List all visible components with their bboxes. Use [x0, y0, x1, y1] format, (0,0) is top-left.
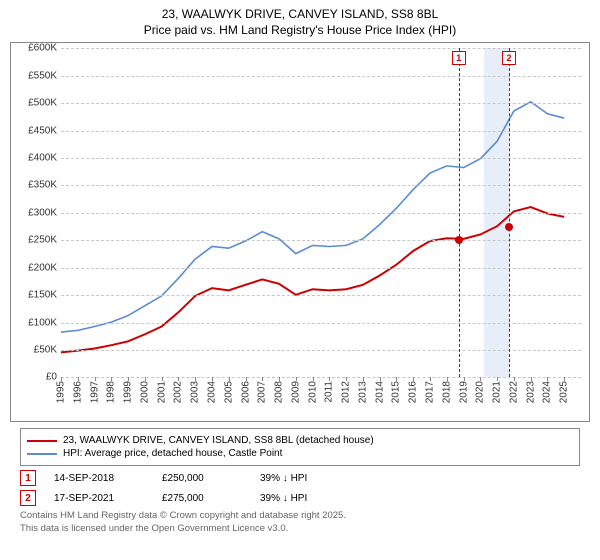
x-tick-label: 2023 — [525, 381, 536, 403]
marker-num: 2 — [20, 490, 36, 506]
marker-num: 1 — [20, 470, 36, 486]
x-tick-label: 2002 — [173, 381, 184, 403]
gridline — [61, 350, 581, 351]
marker-vline — [459, 48, 460, 377]
x-tick-label: 1998 — [106, 381, 117, 403]
y-tick-label: £550K — [28, 70, 57, 81]
gridline — [61, 131, 581, 132]
marker-label: 2 — [502, 51, 516, 65]
chart-area: £0£50K£100K£150K£200K£250K£300K£350K£400… — [10, 42, 590, 422]
footer-line1: Contains HM Land Registry data © Crown c… — [20, 510, 580, 522]
x-tick-label: 2004 — [206, 381, 217, 403]
y-tick-label: £400K — [28, 153, 57, 164]
legend-row-hpi: HPI: Average price, detached house, Cast… — [27, 448, 573, 459]
legend: 23, WAALWYK DRIVE, CANVEY ISLAND, SS8 8B… — [20, 428, 580, 466]
x-tick-label: 2020 — [475, 381, 486, 403]
x-tick-label: 1995 — [56, 381, 67, 403]
x-tick-label: 2010 — [307, 381, 318, 403]
marker-row: 1 14-SEP-2018 £250,000 39% ↓ HPI — [20, 470, 580, 486]
x-tick-label: 2008 — [274, 381, 285, 403]
y-tick-label: £300K — [28, 207, 57, 218]
marker-vline — [509, 48, 510, 377]
gridline — [61, 48, 581, 49]
x-axis: 1995199619971998199920002001200220032004… — [61, 377, 581, 421]
x-tick-label: 2017 — [425, 381, 436, 403]
x-tick-label: 2025 — [559, 381, 570, 403]
x-tick-label: 2013 — [357, 381, 368, 403]
footer: Contains HM Land Registry data © Crown c… — [20, 510, 580, 535]
gridline — [61, 158, 581, 159]
title-line1: 23, WAALWYK DRIVE, CANVEY ISLAND, SS8 8B… — [10, 6, 590, 22]
marker-label: 1 — [452, 51, 466, 65]
x-tick-label: 2005 — [223, 381, 234, 403]
gridline — [61, 76, 581, 77]
x-tick-label: 2007 — [257, 381, 268, 403]
legend-row-price: 23, WAALWYK DRIVE, CANVEY ISLAND, SS8 8B… — [27, 435, 573, 446]
legend-label-price: 23, WAALWYK DRIVE, CANVEY ISLAND, SS8 8B… — [63, 435, 374, 446]
y-tick-label: £600K — [28, 43, 57, 54]
marker-date: 14-SEP-2018 — [54, 473, 144, 484]
price-paid-line — [61, 207, 564, 352]
marker-price: £275,000 — [162, 493, 242, 504]
legend-swatch-price — [27, 440, 57, 442]
marker-price: £250,000 — [162, 473, 242, 484]
chart-title: 23, WAALWYK DRIVE, CANVEY ISLAND, SS8 8B… — [10, 6, 590, 38]
x-tick-label: 2001 — [156, 381, 167, 403]
x-tick-label: 2024 — [542, 381, 553, 403]
x-tick-label: 2012 — [341, 381, 352, 403]
legend-swatch-hpi — [27, 453, 57, 455]
x-tick-label: 1997 — [89, 381, 100, 403]
x-tick-label: 1999 — [123, 381, 134, 403]
marker-date: 17-SEP-2021 — [54, 493, 144, 504]
marker-delta: 39% ↓ HPI — [260, 493, 307, 504]
gridline — [61, 323, 581, 324]
gridline — [61, 185, 581, 186]
gridline — [61, 103, 581, 104]
y-tick-label: £100K — [28, 317, 57, 328]
y-tick-label: £150K — [28, 290, 57, 301]
hpi-line — [61, 102, 564, 332]
legend-label-hpi: HPI: Average price, detached house, Cast… — [63, 448, 282, 459]
x-tick-label: 2014 — [374, 381, 385, 403]
marker-row: 2 17-SEP-2021 £275,000 39% ↓ HPI — [20, 490, 580, 506]
title-line2: Price paid vs. HM Land Registry's House … — [10, 22, 590, 38]
x-tick-label: 2009 — [290, 381, 301, 403]
x-tick-label: 2021 — [492, 381, 503, 403]
y-tick-label: £350K — [28, 180, 57, 191]
x-tick-label: 2011 — [324, 381, 335, 403]
x-tick-label: 2016 — [408, 381, 419, 403]
x-tick-label: 2019 — [458, 381, 469, 403]
plot-area: 12 — [61, 48, 581, 377]
x-tick-label: 2018 — [441, 381, 452, 403]
y-tick-label: £500K — [28, 98, 57, 109]
y-tick-label: £50K — [34, 344, 57, 355]
marker-table: 1 14-SEP-2018 £250,000 39% ↓ HPI 2 17-SEP-202… — [20, 470, 580, 506]
x-tick-label: 2003 — [190, 381, 201, 403]
x-tick-label: 2015 — [391, 381, 402, 403]
y-tick-label: £450K — [28, 125, 57, 136]
x-tick-label: 2006 — [240, 381, 251, 403]
x-tick-label: 2022 — [508, 381, 519, 403]
gridline — [61, 268, 581, 269]
marker-point — [455, 236, 463, 244]
x-tick-label: 1996 — [72, 381, 83, 403]
x-tick-label: 2000 — [139, 381, 150, 403]
y-tick-label: £200K — [28, 262, 57, 273]
gridline — [61, 213, 581, 214]
y-tick-label: £250K — [28, 235, 57, 246]
marker-point — [505, 223, 513, 231]
gridline — [61, 240, 581, 241]
marker-delta: 39% ↓ HPI — [260, 473, 307, 484]
footer-line2: This data is licensed under the Open Gov… — [20, 523, 580, 535]
y-axis: £0£50K£100K£150K£200K£250K£300K£350K£400… — [11, 48, 61, 377]
gridline — [61, 295, 581, 296]
